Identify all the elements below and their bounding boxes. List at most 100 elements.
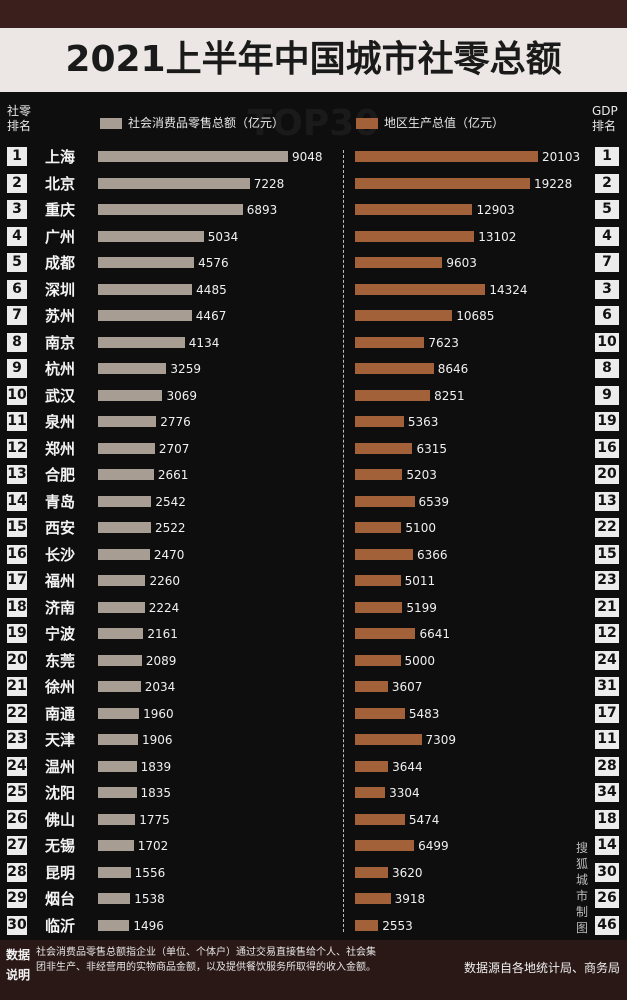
gdp-value-label: 5363 xyxy=(407,415,439,429)
retail-bar xyxy=(98,919,130,931)
gdp-rank-label: 6 xyxy=(595,306,619,325)
gdp-bar xyxy=(355,204,473,215)
gdp-bar xyxy=(355,548,413,560)
retail-bar xyxy=(98,866,131,878)
gdp-bar xyxy=(355,919,379,931)
gdp-bar xyxy=(355,495,415,507)
footer-note: 社会消费品零售总额指企业（单位、个体户）通过交易直接售给个人、社会集团非生产、非… xyxy=(36,947,376,973)
gdp-value-label: 3620 xyxy=(391,865,423,880)
gdp-rank-label: 30 xyxy=(595,862,619,882)
retail-bar xyxy=(98,151,288,162)
category-label: 天津 xyxy=(45,731,76,749)
category-label: 烟台 xyxy=(45,890,76,908)
retail-bar xyxy=(98,257,195,268)
gdp-rank-label: 9 xyxy=(595,385,619,405)
retail-rank-header-line1: 社零 xyxy=(7,104,32,118)
retail-value-label: 2089 xyxy=(145,653,177,668)
retail-rank-label: 16 xyxy=(7,544,27,564)
gdp-bar xyxy=(355,601,403,613)
retail-value-label: 1538 xyxy=(134,892,165,906)
gdp-bar xyxy=(355,575,401,586)
retail-bar xyxy=(98,442,155,454)
gdp-value-label: 3644 xyxy=(392,759,423,774)
retail-rank-label: 5 xyxy=(7,253,27,272)
retail-rank-label: 30 xyxy=(7,915,27,935)
gdp-bar xyxy=(355,628,416,639)
gdp-bar xyxy=(355,787,386,798)
retail-value-label: 2542 xyxy=(155,494,186,509)
retail-bar xyxy=(98,283,193,295)
retail-bar xyxy=(98,416,157,427)
category-label: 临沂 xyxy=(45,916,76,935)
retail-rank-label: 26 xyxy=(7,809,27,829)
footer-label-line1: 数据 xyxy=(6,948,31,962)
category-label: 深圳 xyxy=(45,280,76,299)
category-label: 上海 xyxy=(45,148,76,166)
retail-bar xyxy=(98,787,137,798)
retail-rank-label: 21 xyxy=(7,677,27,696)
gdp-rank-label: 34 xyxy=(595,783,619,802)
retail-bar xyxy=(98,363,167,374)
gdp-rank-label: 13 xyxy=(595,491,619,511)
gdp-bar xyxy=(355,522,402,533)
retail-rank-label: 24 xyxy=(7,756,27,776)
category-label: 东莞 xyxy=(45,651,76,670)
retail-value-label: 2224 xyxy=(148,600,180,615)
gdp-value-label: 20103 xyxy=(542,150,581,164)
category-label: 青岛 xyxy=(45,492,76,511)
category-label: 南通 xyxy=(45,704,76,723)
retail-bar xyxy=(98,654,142,666)
gdp-rank-label: 23 xyxy=(595,571,619,590)
retail-rank-label: 4 xyxy=(7,226,27,246)
gdp-rank-label: 24 xyxy=(595,650,619,670)
gdp-bar xyxy=(355,813,405,825)
retail-rank-label: 28 xyxy=(7,862,27,882)
gdp-bar xyxy=(355,230,475,242)
retail-rank-header: 社零 排名 xyxy=(7,104,31,134)
retail-bar xyxy=(98,575,146,586)
gdp-rank-label: 2 xyxy=(595,173,619,193)
retail-rank-label: 19 xyxy=(7,624,27,643)
retail-value-label: 9048 xyxy=(292,150,323,164)
category-label: 广州 xyxy=(45,227,76,246)
gdp-bar xyxy=(355,840,415,851)
category-label: 苏州 xyxy=(45,307,76,325)
gdp-value-label: 5483 xyxy=(408,706,440,721)
gdp-bar xyxy=(355,893,391,904)
gdp-value-label: 3918 xyxy=(394,892,426,906)
retail-value-label: 1496 xyxy=(133,918,164,933)
retail-value-label: 2661 xyxy=(157,468,189,482)
gdp-bar xyxy=(355,760,389,772)
gdp-bar xyxy=(355,734,422,745)
gdp-bar xyxy=(355,151,538,162)
gdp-value-label: 5199 xyxy=(406,600,437,615)
retail-rank-label: 14 xyxy=(7,491,27,511)
gdp-value-label: 6539 xyxy=(418,494,450,509)
gdp-bar xyxy=(355,654,401,666)
gdp-value-label: 6366 xyxy=(416,547,448,562)
watermark: 搜狐城市制图 xyxy=(575,841,588,935)
gdp-rank-header: GDP 排名 xyxy=(592,104,618,134)
retail-rank-label: 15 xyxy=(7,518,27,537)
retail-bar xyxy=(98,336,185,348)
gdp-rank-label: 17 xyxy=(595,703,619,723)
retail-bar xyxy=(98,734,139,745)
retail-value-label: 2470 xyxy=(153,547,185,562)
retail-value-label: 3069 xyxy=(166,388,197,403)
retail-rank-label: 9 xyxy=(7,359,27,378)
retail-bar xyxy=(98,495,152,507)
retail-value-label: 2161 xyxy=(147,627,178,641)
retail-rank-label: 17 xyxy=(7,571,27,590)
gdp-rank-label: 20 xyxy=(595,465,619,484)
retail-bar xyxy=(98,204,243,215)
center-divider xyxy=(343,150,344,932)
gdp-rank-label: 26 xyxy=(595,889,619,908)
category-label: 武汉 xyxy=(45,386,76,405)
retail-rank-label: 20 xyxy=(7,650,27,670)
retail-bar xyxy=(98,310,192,321)
retail-rank-label: 2 xyxy=(7,173,27,193)
gdp-bar xyxy=(355,257,443,268)
gdp-value-label: 6641 xyxy=(419,627,450,641)
gdp-rank-label: 18 xyxy=(595,809,619,829)
gdp-value-label: 19228 xyxy=(534,176,573,191)
